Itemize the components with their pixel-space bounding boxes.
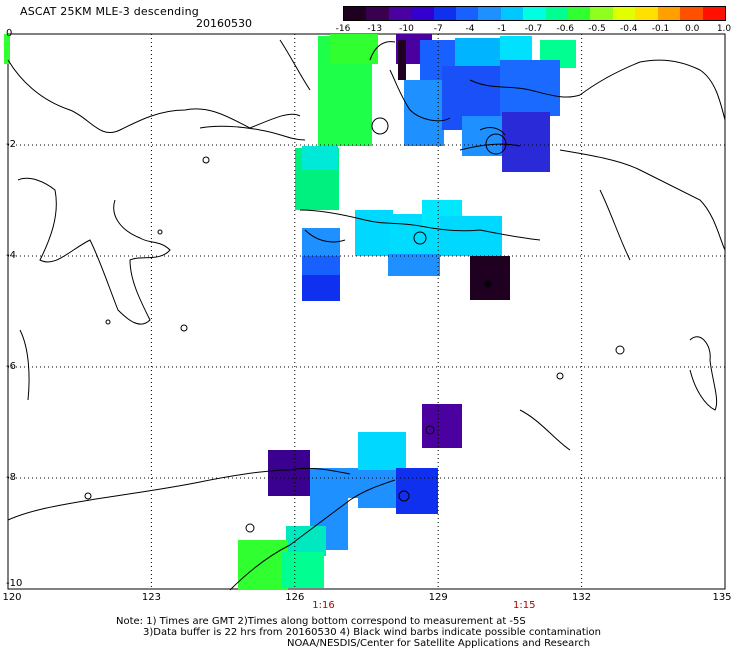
color-scale-segment xyxy=(680,7,703,20)
color-scale-segment xyxy=(545,7,569,20)
data-cell xyxy=(330,34,378,64)
data-cell xyxy=(388,254,440,276)
lat-tick-label: -2 xyxy=(6,139,16,150)
data-cell xyxy=(500,36,532,62)
data-cell xyxy=(358,470,398,508)
data-cell xyxy=(502,112,550,172)
data-cell xyxy=(440,216,502,256)
color-scale-segment xyxy=(366,7,389,20)
data-cell xyxy=(268,450,310,496)
color-scale-label: -4 xyxy=(465,24,475,34)
color-scale-segment xyxy=(635,7,658,20)
lon-tick-label: 135 xyxy=(712,592,732,603)
data-cell xyxy=(302,146,338,170)
color-scale-label: -0.7 xyxy=(524,24,543,34)
data-cell xyxy=(500,60,560,116)
color-scale-bar xyxy=(343,6,726,21)
note-line-3: NOAA/NESDIS/Center for Satellite Applica… xyxy=(287,638,591,649)
color-scale-label: -0.6 xyxy=(556,24,575,34)
color-scale-segment xyxy=(456,7,479,20)
data-cell xyxy=(310,468,358,498)
color-scale-segment xyxy=(344,7,367,20)
lat-tick-label: -10 xyxy=(6,578,23,589)
lon-tick-label: 129 xyxy=(428,592,448,603)
color-scale-label: -7 xyxy=(433,24,443,34)
color-scale-label: -0.4 xyxy=(619,24,638,34)
coastlines xyxy=(7,39,726,591)
color-scale-segment xyxy=(702,7,725,20)
color-scale-segment xyxy=(612,7,636,20)
color-scale-label: -13 xyxy=(367,24,383,34)
data-cell xyxy=(398,40,406,80)
color-scale-label: 1.0 xyxy=(716,24,732,34)
lat-tick-label: -4 xyxy=(6,250,16,261)
data-cell xyxy=(238,540,288,590)
data-cell xyxy=(302,256,340,276)
color-scale-segment xyxy=(388,7,412,20)
color-scale-segment xyxy=(523,7,546,20)
color-scale-segment xyxy=(500,7,524,20)
note-line-1: Note: 1) Times are GMT 2)Times along bot… xyxy=(116,616,526,627)
data-cell xyxy=(282,552,324,588)
data-cell xyxy=(355,210,393,256)
color-scale-label: -10 xyxy=(399,24,414,34)
color-scale-labels: -16 -13 -10 -7 -4 -1 -0.7 -0.6 -0.5 -0.4 -0.1 0.0 1.… xyxy=(336,24,732,36)
map-title: ASCAT 25KM MLE-3 descending xyxy=(20,5,199,18)
color-scale-segment xyxy=(411,7,434,20)
island-outlines xyxy=(84,117,625,533)
color-scale-segment xyxy=(478,7,501,20)
map-date: 20160530 xyxy=(196,17,252,30)
lat-tick-label: -6 xyxy=(6,361,16,372)
color-scale-segment xyxy=(657,7,681,20)
data-cell xyxy=(286,526,326,556)
note-line-2: 3)Data buffer is 22 hrs from 20160530 4)… xyxy=(143,627,601,638)
color-scale-label: -1 xyxy=(497,24,507,34)
data-cell xyxy=(404,80,444,146)
color-scale-label: -0.1 xyxy=(651,24,670,34)
color-scale-segment xyxy=(433,7,457,20)
lat-tick-label: 0 xyxy=(6,28,13,39)
data-cells xyxy=(4,34,576,590)
color-scale-label: -16 xyxy=(335,24,351,34)
lon-tick-label: 132 xyxy=(572,592,592,603)
lon-tick-label: 120 xyxy=(2,592,22,603)
data-cell xyxy=(470,256,510,300)
color-scale-label: -0.5 xyxy=(588,24,606,34)
color-scale-segment xyxy=(590,7,613,20)
time-marker: 1:15 xyxy=(513,600,536,611)
data-cell xyxy=(302,275,340,301)
color-scale-label: 0.0 xyxy=(685,24,700,34)
lon-tick-label: 123 xyxy=(141,592,161,603)
lat-tick-label: -8 xyxy=(6,472,16,483)
data-cell xyxy=(4,34,10,64)
grid-lines xyxy=(8,34,725,589)
lon-tick-label: 126 xyxy=(285,592,305,603)
time-marker: 1:16 xyxy=(312,600,335,611)
wind-barb-marker xyxy=(486,282,490,286)
color-scale-segment xyxy=(568,7,591,20)
